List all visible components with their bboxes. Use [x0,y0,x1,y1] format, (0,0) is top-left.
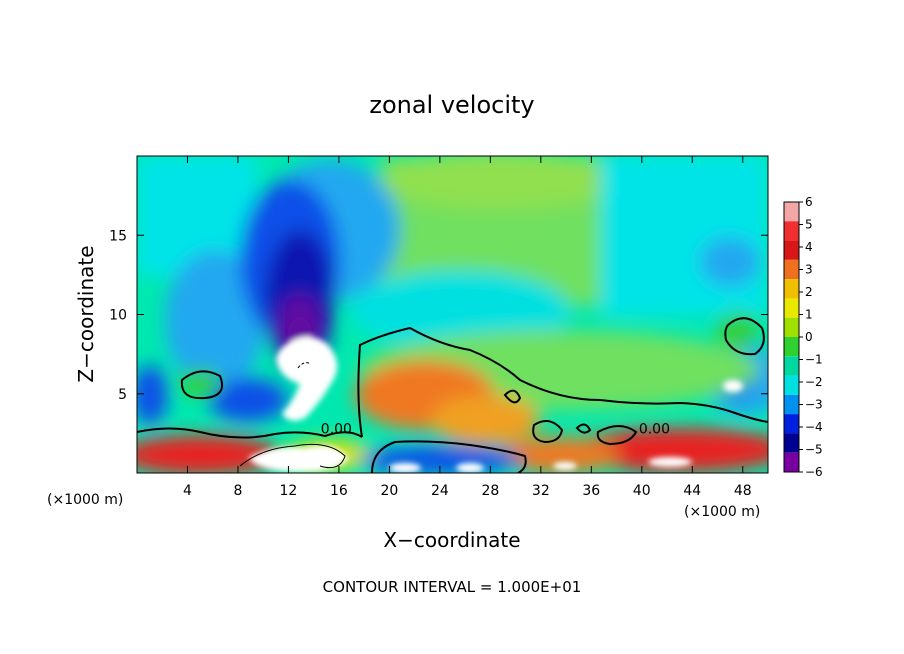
field-region [208,378,288,422]
x-tick-label: 24 [431,483,449,499]
contour-line [239,443,346,469]
colorbar-label: −6 [805,465,823,479]
field-region [553,462,577,470]
x-tick-label: 20 [380,483,398,499]
plot-area: 0.00 0.00 [137,156,768,473]
y-tick-label: 10 [109,308,127,324]
x-tick-label: 44 [683,483,701,499]
x-tick-label: 4 [183,483,192,499]
zero-contour [596,425,638,446]
colorbar-swatch [784,279,799,299]
x-units-left: (×1000 m) [47,492,123,508]
y-tick-label: 5 [118,387,127,403]
colorbar-label: 2 [805,285,813,299]
x-tick-label: 8 [233,483,242,499]
colorbar-swatch [784,414,799,434]
colorbar-label: −1 [805,353,823,367]
colorbar-label: −4 [805,420,823,434]
colorbar-label: 4 [805,240,813,254]
x-tick-label: 36 [582,483,600,499]
field-region [380,156,620,210]
colorbar-label: 5 [805,218,813,232]
x-tick-label: 40 [633,483,651,499]
colorbar-swatch [784,452,799,472]
zero-contour [503,389,522,404]
zero-contour [575,423,592,434]
y-axis-label: Z−coordinate [74,245,98,382]
y-axis: 5 10 15 [109,228,768,403]
colorbar-label: 3 [805,263,813,277]
colorbar-label: −3 [805,398,823,412]
zero-contour [180,370,224,400]
field-region [276,336,338,421]
colorbar-swatch [784,202,799,222]
zero-contour [532,420,564,444]
colorbar-swatch [784,317,799,337]
field-region [716,312,760,348]
field-region [137,435,280,473]
colorbar-label: 0 [805,330,813,344]
field-region [456,463,484,473]
colorbar: 6 5 4 3 2 1 0 −1 −2 −3 −4 −5 −6 [783,195,823,479]
field-region [389,463,421,473]
field-region [570,428,768,472]
field-region [430,395,540,445]
colorbar-label: 1 [805,308,813,322]
field-region [165,250,265,390]
field-region [500,437,620,473]
colorbar-swatch [784,356,799,376]
x-tick-label: 28 [481,483,499,499]
field-region [248,445,348,472]
colorbar-swatch [784,221,799,241]
field-region [700,237,760,287]
colorbar-swatch [784,337,799,357]
zero-contour [371,440,527,473]
contour-line [297,362,312,369]
x-tick-label: 48 [734,483,752,499]
contour-interval-note: CONTOUR INTERVAL = 1.000E+01 [323,578,582,596]
colorbar-swatch [784,433,799,453]
contour-labels: 0.00 0.00 [321,422,670,438]
contour-label: 0.00 [321,422,352,438]
field-region [723,380,743,392]
colorbar-swatch [784,375,799,395]
chart-title: zonal velocity [369,91,534,119]
field-region [137,365,168,425]
colorbar-swatch [784,394,799,415]
x-axis-label: X−coordinate [383,528,520,552]
x-tick-label: 12 [280,483,298,499]
zero-contour [357,326,768,438]
x-tick-label: 32 [532,483,550,499]
colorbar-label: −2 [805,375,823,389]
x-axis: 4 8 12 16 20 24 28 32 36 40 44 48 [183,156,752,499]
zero-contour [724,317,765,356]
colorbar-swatch [784,240,799,260]
field-region [600,156,768,316]
colorbar-label: 6 [805,195,813,209]
x-units-right: (×1000 m) [684,504,760,520]
colorbar-label: −5 [805,443,823,457]
contour-label: 0.00 [639,422,670,438]
field-region [648,457,692,467]
y-tick-label: 15 [109,228,127,244]
colorbar-swatch [784,298,799,318]
colorbar-swatch [784,259,799,280]
x-tick-label: 16 [330,483,348,499]
zero-contour [137,427,363,439]
